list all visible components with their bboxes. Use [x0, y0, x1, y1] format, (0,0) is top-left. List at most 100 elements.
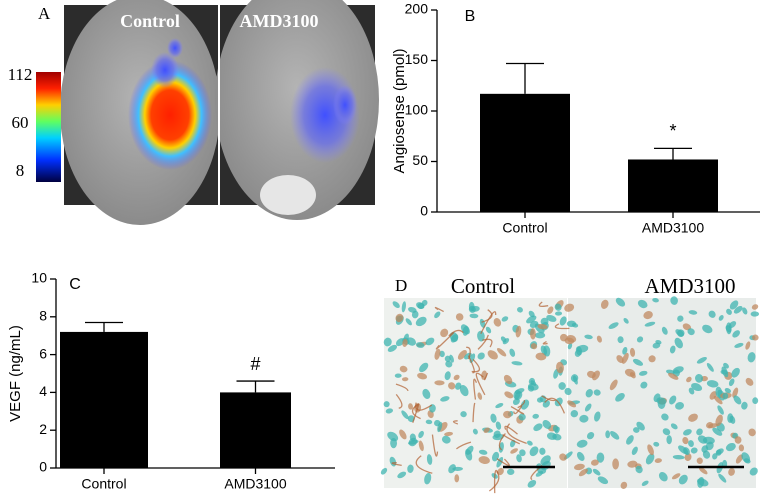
- cell: [387, 344, 398, 352]
- cell: [652, 342, 661, 349]
- cell: [529, 446, 539, 457]
- cell: [566, 335, 577, 343]
- cell: [734, 436, 742, 444]
- cell: [636, 336, 644, 343]
- cell: [496, 456, 504, 468]
- vessel: [481, 309, 493, 323]
- cell: [574, 349, 582, 357]
- cell: [576, 451, 585, 462]
- y-tick-label: 6: [39, 345, 47, 361]
- cell: [408, 439, 419, 445]
- cell: [615, 393, 625, 402]
- cell: [752, 397, 759, 405]
- vessel: [517, 399, 526, 409]
- cell: [434, 380, 445, 386]
- tail-base: [260, 175, 316, 215]
- cell: [708, 310, 716, 318]
- cell: [718, 473, 727, 483]
- cell: [751, 304, 759, 310]
- cell: [683, 429, 692, 436]
- panel-letter: C: [69, 276, 81, 293]
- cell: [570, 410, 579, 418]
- cell: [592, 468, 601, 476]
- cell: [380, 467, 388, 475]
- vessel: [554, 323, 570, 330]
- vessel: [391, 461, 402, 466]
- cell: [497, 467, 504, 476]
- cell: [696, 457, 703, 465]
- cell: [720, 369, 728, 375]
- cell: [516, 454, 522, 463]
- cell: [385, 408, 394, 414]
- cell: [645, 453, 655, 465]
- cell: [578, 468, 588, 477]
- y-tick-label: 4: [39, 383, 47, 399]
- cell-texture: [380, 296, 760, 494]
- cell: [434, 348, 441, 360]
- cell: [483, 427, 490, 433]
- cell: [477, 330, 485, 342]
- vessel: [467, 355, 475, 374]
- cell: [532, 413, 539, 419]
- cell: [468, 305, 476, 313]
- cell: [539, 447, 546, 455]
- cell: [540, 455, 551, 466]
- cell: [425, 419, 433, 425]
- cell: [671, 473, 681, 480]
- vessel: [456, 441, 472, 450]
- colorbar-label: 60: [12, 113, 29, 132]
- cell: [701, 445, 709, 453]
- vessel: [506, 423, 527, 444]
- cell: [712, 453, 718, 460]
- cell: [617, 336, 624, 344]
- cell: [631, 446, 638, 456]
- cell: [678, 474, 688, 485]
- cell: [472, 428, 478, 435]
- cell: [459, 385, 469, 397]
- cell: [415, 316, 427, 327]
- cell: [444, 431, 453, 437]
- cell: [526, 315, 537, 324]
- vessel: [415, 402, 433, 411]
- y-tick-label: 2: [39, 421, 47, 437]
- cell: [637, 299, 648, 309]
- cell: [383, 337, 392, 347]
- cell: [547, 306, 554, 315]
- cell: [666, 435, 672, 445]
- x-tick-label: AMD3100: [642, 220, 704, 236]
- cell: [394, 373, 402, 378]
- cell: [511, 361, 523, 366]
- cell: [559, 333, 568, 342]
- cell: [493, 430, 501, 438]
- vessel: [510, 405, 525, 415]
- cell: [677, 329, 685, 338]
- cell: [586, 431, 595, 440]
- cell: [662, 428, 671, 436]
- annotation: *: [669, 121, 676, 141]
- cell: [503, 410, 512, 419]
- y-tick-label: 100: [405, 102, 429, 118]
- cell: [528, 377, 535, 385]
- cell: [713, 395, 723, 405]
- cell: [487, 350, 498, 360]
- cell: [609, 379, 618, 391]
- cell: [605, 430, 611, 439]
- image-label: Control: [120, 11, 180, 31]
- cell: [585, 389, 593, 398]
- cell: [448, 464, 456, 474]
- cell: [706, 422, 714, 429]
- cell: [688, 310, 698, 315]
- cell: [733, 395, 742, 405]
- cell: [725, 325, 732, 333]
- cell: [495, 402, 504, 409]
- cell: [670, 296, 678, 305]
- cell: [623, 317, 629, 324]
- cell: [678, 445, 689, 455]
- x-tick-label: Control: [502, 220, 547, 236]
- cell: [469, 313, 479, 319]
- vessel: [452, 420, 459, 425]
- cell: [750, 311, 760, 317]
- y-tick-label: 8: [39, 308, 47, 324]
- cell: [668, 372, 679, 380]
